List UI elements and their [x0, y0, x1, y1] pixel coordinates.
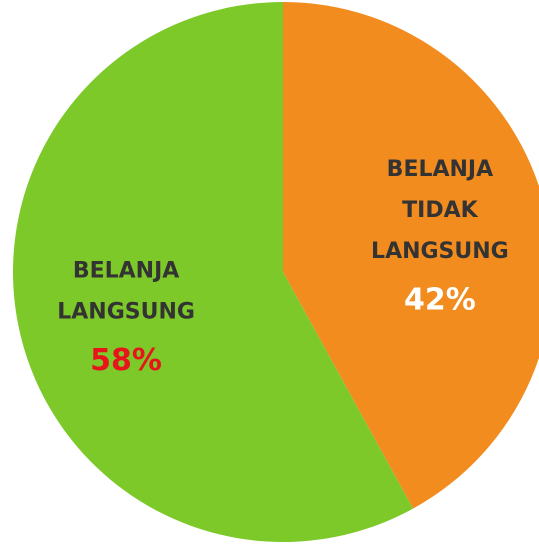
value-label: 58%: [90, 343, 162, 378]
category-label: BELANJA TIDAK LANGSUNG: [371, 157, 509, 264]
category-label-line: BELANJA: [73, 258, 179, 283]
category-label-line: LANGSUNG: [57, 299, 195, 324]
value-label: 42%: [404, 283, 476, 318]
category-label: BELANJA LANGSUNG: [57, 258, 195, 324]
pie-slice: [12, 2, 414, 542]
category-label-line: BELANJA: [387, 157, 493, 182]
pie-slice: [283, 2, 539, 509]
category-label-line: TIDAK: [402, 198, 478, 223]
category-label-line: LANGSUNG: [371, 239, 509, 264]
